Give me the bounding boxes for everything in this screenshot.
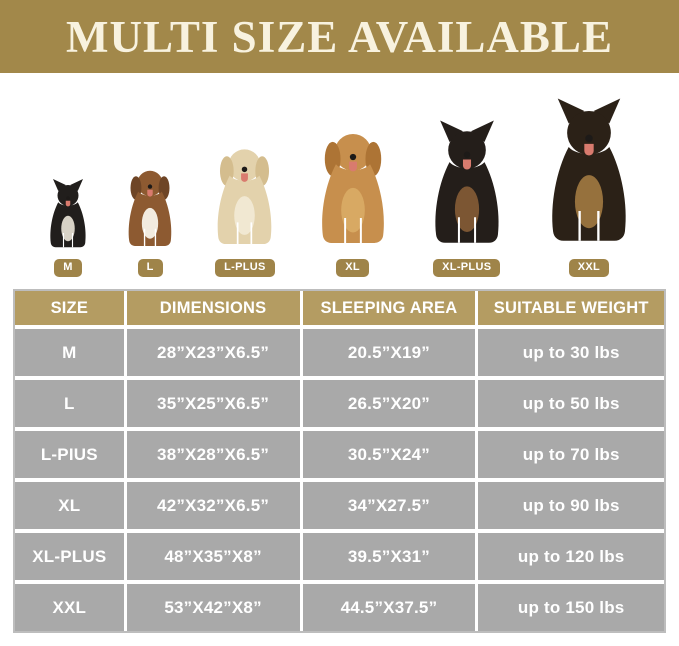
size-table: SIZE DIMENSIONS SLEEPING AREA SUITABLE W… [13,289,666,633]
sleeping-area-cell: 34”X27.5” [303,482,479,529]
size-cell: XL-PLUS [15,533,127,580]
size-cell: XL [15,482,127,529]
dimensions-cell: 38”X28”X6.5” [127,431,303,478]
dog-size-badge: XL [336,259,369,277]
size-cell: M [15,329,127,376]
table-row: XXL 53”X42”X8” 44.5”X37.5” up to 150 lbs [15,584,664,631]
weight-cell: up to 50 lbs [522,393,620,413]
dog-size-badge: XXL [568,259,610,277]
size-cell: L-PIUS [15,431,127,478]
dog-beagle-illustration [121,160,179,254]
weight-cell: up to 150 lbs [517,597,625,617]
sleeping-area-cell: 26.5”X20” [303,380,479,427]
size-table-body: M 28”X23”X6.5” 20.5”X19” up to 30 lbs L 35”X2… [15,329,664,631]
column-header-size: SIZE [15,291,127,325]
dog-size-badge: M [54,259,82,277]
table-row: M 28”X23”X6.5” 20.5”X19” up to 30 lbs [15,329,664,376]
table-row: XL 42”X32”X6.5” 34”X27.5” up to 90 lbs [15,482,664,529]
sleeping-area-cell: 30.5”X24” [303,431,479,478]
weight-cell: up to 70 lbs [522,444,620,464]
size-cell: L [15,380,127,427]
dimensions-cell: 28”X23”X6.5” [127,329,303,376]
dog-golden-retriever-illustration [311,119,395,254]
dimensions-cell: 48”X35”X8” [127,533,303,580]
sleeping-area-cell: 39.5”X31” [303,533,479,580]
sleeping-area-cell: 44.5”X37.5” [303,584,479,631]
column-header-dimensions: DIMENSIONS [127,291,303,325]
dog-column: XL-PLUS [424,116,510,277]
page-title: MULTI SIZE AVAILABLE [66,11,613,62]
dog-column: XXL [539,93,639,277]
dog-size-badge: L [137,259,163,277]
dog-column: L [121,160,179,277]
dog-cream-golden-retriever-illustration [208,136,281,254]
weight-cell: up to 90 lbs [522,495,620,515]
size-cell: XXL [15,584,127,631]
column-header-sleeping-area: SLEEPING AREA [303,291,479,325]
dog-column: XL [311,119,395,277]
dimensions-cell: 42”X32”X6.5” [127,482,303,529]
dimensions-cell: 35”X25”X6.5” [127,380,303,427]
table-row: L 35”X25”X6.5” 26.5”X20” up to 50 lbs [15,380,664,427]
table-header-row: SIZE DIMENSIONS SLEEPING AREA SUITABLE W… [15,291,664,325]
column-header-suitable-weight: SUITABLE WEIGHT [493,298,649,317]
dog-column: L-PLUS [208,136,281,277]
dog-german-shepherd-illustration [539,93,639,254]
dimensions-cell: 53”X42”X8” [127,584,303,631]
banner: MULTI SIZE AVAILABLE [0,0,679,73]
weight-cell: up to 120 lbs [517,546,625,566]
dog-french-bulldog-illustration [44,176,92,254]
table-row: XL-PLUS 48”X35”X8” 39.5”X31” up to 120 lbs [15,533,664,580]
dogs-row: M L L-PLUS XL XL-PLUS XXL [0,73,679,289]
sleeping-area-cell: 20.5”X19” [303,329,479,376]
weight-cell: up to 30 lbs [522,342,620,362]
dog-doberman-illustration [424,116,510,254]
dog-size-badge: XL-PLUS [433,259,501,277]
table-row: L-PIUS 38”X28”X6.5” 30.5”X24” up to 70 lbs [15,431,664,478]
dog-column: M [44,176,92,277]
dog-size-badge: L-PLUS [215,259,275,277]
